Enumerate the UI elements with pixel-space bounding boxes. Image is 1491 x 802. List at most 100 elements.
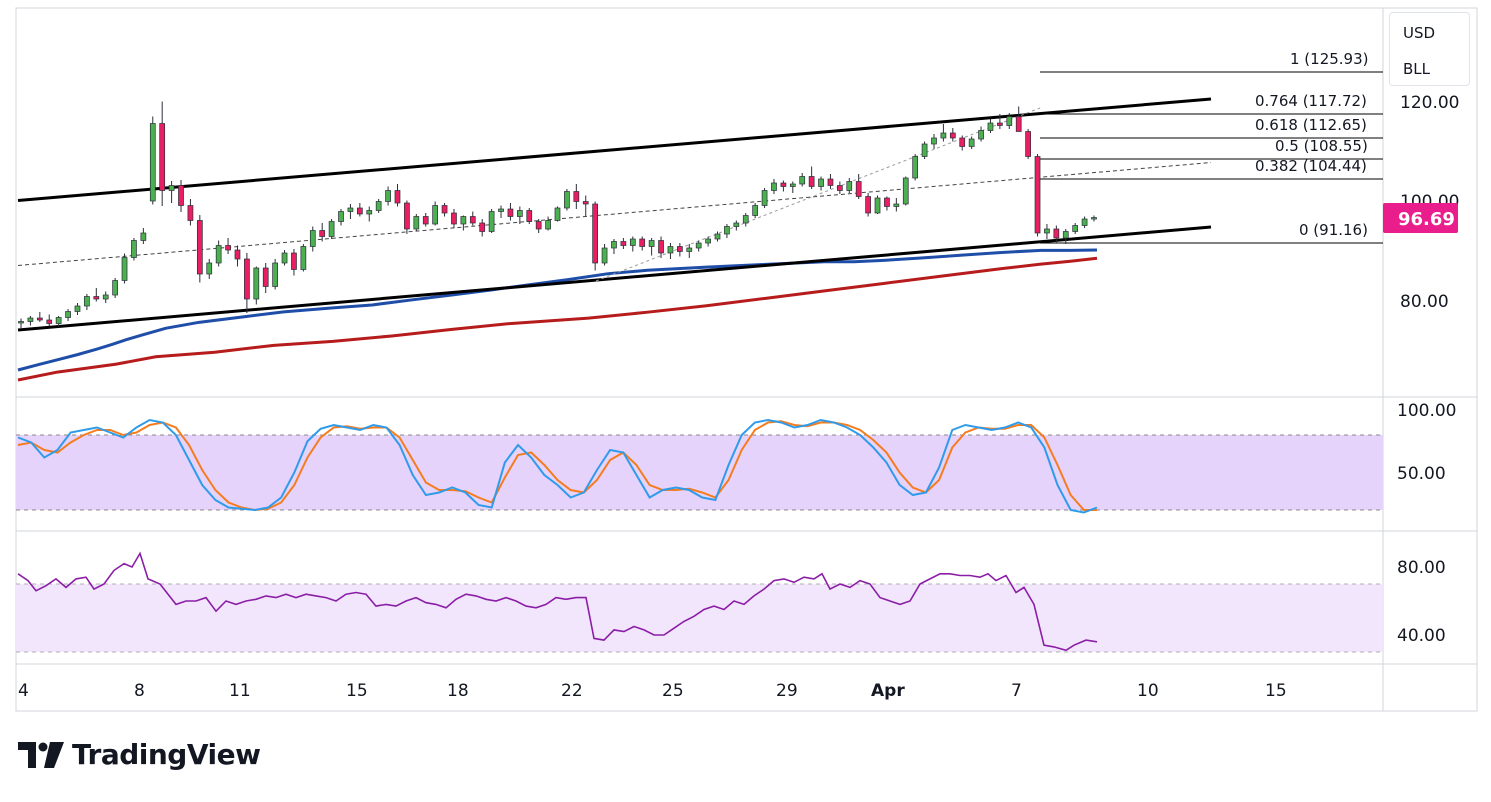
candle-body — [225, 245, 231, 251]
time-tick-22: 22 — [561, 681, 583, 701]
symbol-label: BLL — [1403, 60, 1431, 78]
candle-body — [648, 240, 655, 247]
candle-body — [620, 241, 627, 246]
candle-body — [244, 258, 250, 300]
candle-body — [639, 238, 646, 247]
candle-body — [168, 185, 175, 191]
candle-body — [921, 143, 928, 157]
candle-body — [488, 211, 495, 232]
fib-level-label: 0.618 (112.65) — [1255, 116, 1367, 134]
candle-body — [526, 210, 533, 222]
candle-body — [1072, 225, 1079, 232]
candle-body — [818, 178, 824, 187]
time-tick-10: 10 — [1137, 681, 1159, 701]
candle-body — [535, 221, 542, 230]
candle-body — [178, 185, 184, 206]
candle-body — [366, 210, 373, 215]
candle-body — [1062, 231, 1069, 239]
rsi-tick-80: 80.00 — [1397, 558, 1446, 578]
candle-body — [799, 176, 806, 185]
time-tick-18: 18 — [447, 681, 469, 701]
time-tick-29: 29 — [776, 681, 798, 701]
time-tick-8: 8 — [134, 681, 145, 701]
candle-body — [780, 182, 787, 187]
stoch-tick-100: 100.00 — [1397, 401, 1456, 421]
candle-body — [272, 262, 278, 287]
time-tick-11: 11 — [229, 681, 251, 701]
candle-body — [564, 191, 570, 209]
candle-body — [65, 311, 71, 318]
unit-selector[interactable]: USD BLL — [1389, 12, 1470, 86]
candle-body — [837, 185, 843, 191]
candle-body — [140, 232, 147, 241]
candle-body — [1091, 217, 1097, 220]
candle-body — [262, 267, 269, 287]
candle-body — [874, 197, 881, 214]
candle-body — [884, 197, 890, 207]
last-price-tag — [1383, 203, 1458, 233]
candle-body — [451, 212, 457, 225]
candle-body — [469, 216, 476, 224]
candle-body — [677, 246, 683, 252]
candle-body — [404, 202, 410, 230]
candle-body — [328, 221, 335, 237]
candle-body — [460, 216, 467, 225]
candle-body — [36, 317, 43, 321]
candle-body — [733, 222, 740, 227]
fib-level-label: 0 (91.16) — [1299, 221, 1368, 239]
candle-body — [987, 122, 994, 131]
candle-body — [196, 220, 203, 275]
candle-body — [611, 241, 617, 249]
candle-body — [1081, 218, 1088, 226]
candle-body — [102, 294, 109, 300]
candle-body — [121, 257, 128, 281]
stochastic-band — [16, 435, 1383, 510]
candle-body — [582, 201, 589, 205]
candle-body — [394, 190, 401, 204]
candle-body — [74, 305, 81, 312]
time-tick-15: 15 — [346, 681, 368, 701]
candle-body — [724, 226, 730, 235]
candle-body — [347, 207, 354, 212]
time-tick-25: 25 — [662, 681, 684, 701]
candle-body — [300, 246, 307, 270]
stochastic-k-line — [17, 418, 1098, 514]
rsi-band — [16, 584, 1383, 652]
rsi-series-line — [17, 551, 1098, 652]
candle-body — [893, 203, 900, 207]
channel-upper-line — [17, 97, 1212, 202]
last-price-value: 96.69 — [1398, 209, 1455, 230]
candle-body — [422, 216, 429, 225]
time-tick-7: 7 — [1011, 681, 1022, 701]
candle-body — [705, 238, 711, 244]
candle-body — [695, 242, 702, 249]
brand-logo[interactable]: TradingView — [18, 738, 261, 771]
time-tick-4: 4 — [18, 681, 29, 701]
candle-body — [338, 211, 344, 222]
currency-label: USD — [1403, 24, 1436, 42]
candle-body — [931, 137, 937, 145]
candle-body — [441, 205, 448, 214]
candle-body — [902, 177, 909, 205]
candle-body — [206, 262, 213, 275]
candle-body — [940, 132, 947, 139]
candle-body — [968, 138, 975, 147]
channel-lower-line — [17, 225, 1212, 332]
candle-body — [1034, 156, 1041, 234]
rsi-line — [17, 551, 1098, 652]
candle-body — [601, 247, 608, 264]
candle-body — [827, 178, 834, 186]
candle-body — [55, 317, 62, 324]
sma-slow-line — [17, 256, 1098, 382]
candle-body — [281, 252, 288, 264]
time-tick-apr: Apr — [871, 681, 905, 701]
candle-body — [978, 130, 984, 140]
candle-body — [742, 215, 749, 224]
candle-body — [498, 208, 504, 212]
time-tick-15b: 15 — [1265, 681, 1287, 701]
stoch-tick-50: 50.00 — [1397, 464, 1446, 484]
candle-body — [112, 280, 118, 296]
candle-body — [771, 182, 777, 191]
fibonacci-levels: 1 (125.93) 0.764 (117.72) 0.618 (112.65) 0.… — [1040, 50, 1383, 244]
candle-body — [93, 296, 100, 300]
